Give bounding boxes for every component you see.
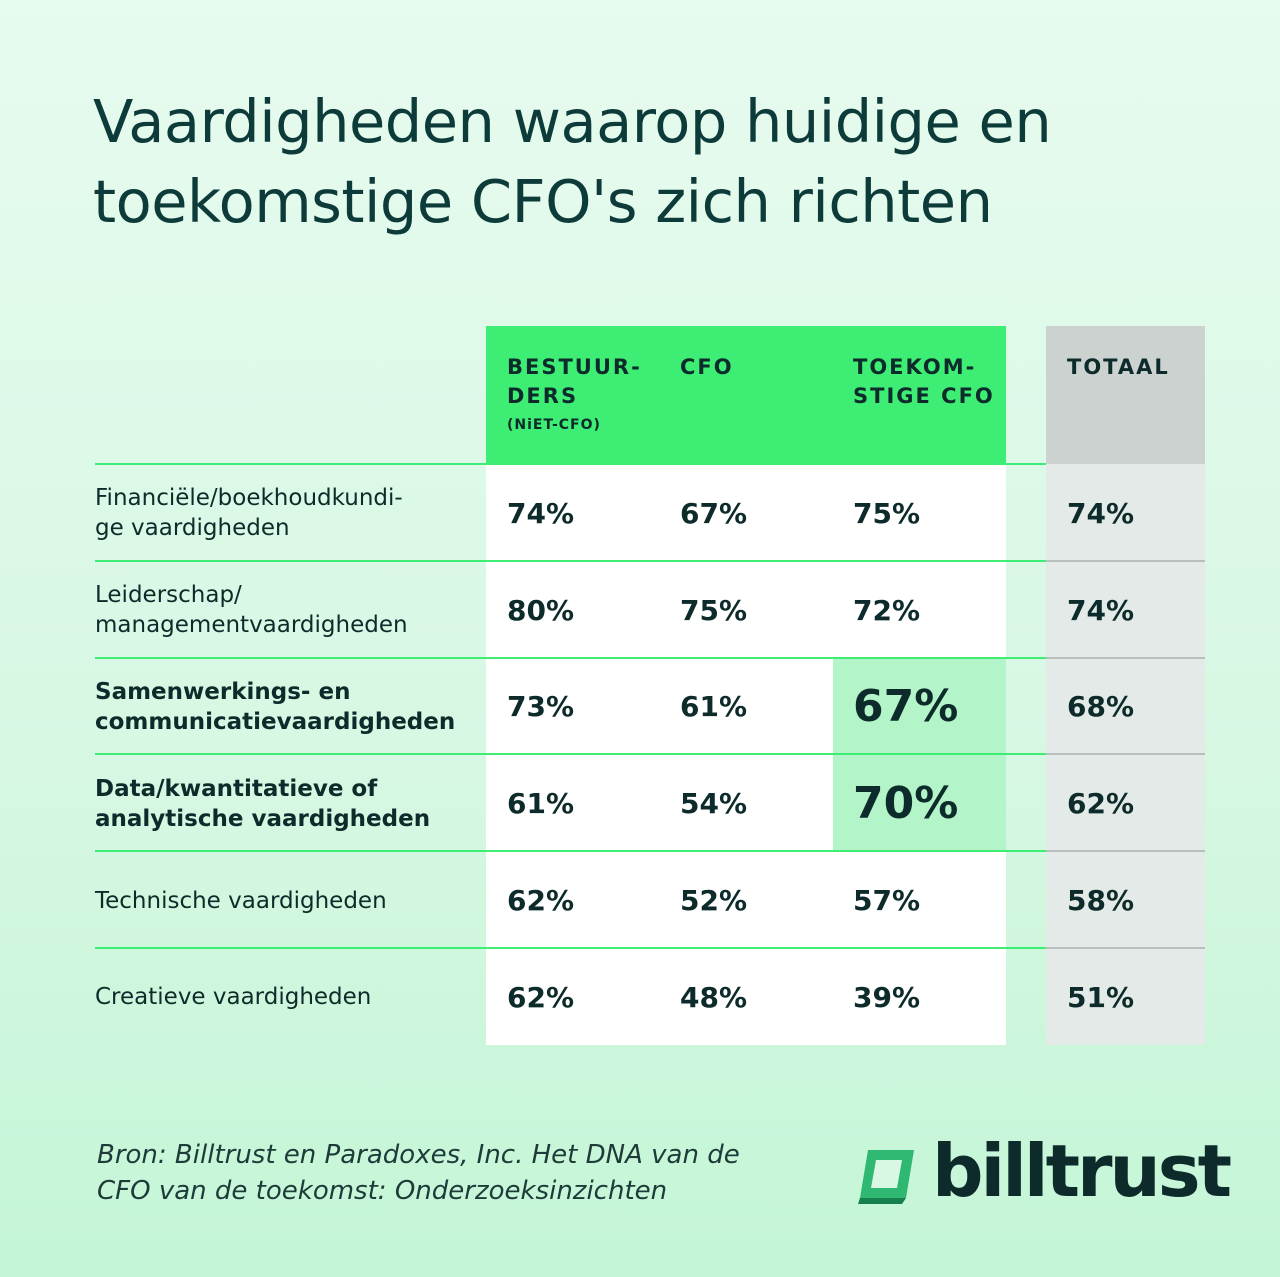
row-separator-total <box>1046 850 1205 852</box>
row-label: Technische vaardigheden <box>95 852 465 949</box>
column-header-label: TOTAAL <box>1067 355 1170 379</box>
table-cell: 73% <box>507 690 575 724</box>
table-cell: 58% <box>1067 884 1135 918</box>
row-label-text: Technische vaardigheden <box>95 887 387 914</box>
row-label-text: Leiderschap/ managementvaardigheden <box>95 582 408 639</box>
table-cell: 74% <box>1067 593 1135 627</box>
source-note: Bron: Billtrust en Paradoxes, Inc. Het D… <box>97 1137 777 1209</box>
table-cell: 61% <box>507 787 575 821</box>
column-header-label: BESTUUR- DERS <box>507 355 642 408</box>
table-cell: 39% <box>853 980 921 1014</box>
column-header-sublabel: (NiET-CFO) <box>507 417 601 433</box>
table-cell: 67% <box>853 681 959 733</box>
table-cell: 75% <box>680 593 748 627</box>
row-separator <box>95 463 1046 465</box>
table-cell: 62% <box>507 980 575 1014</box>
row-label: Leiderschap/ managementvaardigheden <box>95 562 465 659</box>
table-cell: 67% <box>680 496 748 530</box>
row-separator <box>95 657 1046 659</box>
highlight-cell-bg <box>833 755 1006 853</box>
billtrust-logo: billtrust <box>858 1128 1232 1218</box>
table-cell: 68% <box>1067 690 1135 724</box>
table-cell: 74% <box>1067 496 1135 530</box>
row-label-text: Financiële/boekhoudkundi- ge vaardighede… <box>95 485 403 542</box>
table-cell: 72% <box>853 593 921 627</box>
table-cell: 57% <box>853 884 921 918</box>
table-cell: 52% <box>680 884 748 918</box>
column-header: CFO <box>680 353 734 382</box>
billtrust-logo-icon <box>858 1150 914 1204</box>
row-separator <box>95 753 1046 755</box>
row-separator-total <box>1046 753 1205 755</box>
table-cell: 62% <box>1067 787 1135 821</box>
page-title: Vaardigheden waarop huidige en toekomsti… <box>93 82 1193 242</box>
table-cell: 75% <box>853 496 921 530</box>
row-separator <box>95 560 1046 562</box>
row-label-text: Samenwerkings- en communicatievaardighed… <box>95 678 456 735</box>
row-label: Creatieve vaardigheden <box>95 949 465 1046</box>
table-cell: 62% <box>507 884 575 918</box>
source-line-2: CFO van de toekomst: Onderzoeksinzichten <box>97 1176 668 1206</box>
row-label: Samenwerkings- en communicatievaardighed… <box>95 659 465 756</box>
column-header: TOEKOM- STIGE CFO <box>853 353 995 411</box>
table-cell: 54% <box>680 787 748 821</box>
table-cell: 61% <box>680 690 748 724</box>
total-header-background <box>1046 326 1205 464</box>
row-separator <box>95 850 1046 852</box>
table-cell: 74% <box>507 496 575 530</box>
column-header: TOTAAL <box>1067 353 1170 382</box>
title-line-2: toekomstige CFO's zich richten <box>93 167 993 236</box>
table-cell: 70% <box>853 778 959 830</box>
column-header: BESTUUR- DERS (NiET-CFO) <box>507 353 642 433</box>
table-cell: 80% <box>507 593 575 627</box>
table-cell: 48% <box>680 980 748 1014</box>
skills-table: BESTUUR- DERS (NiET-CFO) CFO TOEKOM- STIGE … <box>95 326 1205 1046</box>
row-label-text: Data/kwantitatieve of analytische vaardi… <box>95 775 431 832</box>
table-cell: 51% <box>1067 980 1135 1014</box>
row-separator-total <box>1046 560 1205 562</box>
row-separator-total <box>1046 657 1205 659</box>
title-line-1: Vaardigheden waarop huidige en <box>93 87 1052 156</box>
logo-wordmark: billtrust <box>932 1129 1232 1213</box>
row-label: Financiële/boekhoudkundi- ge vaardighede… <box>95 465 465 562</box>
row-separator <box>95 947 1046 949</box>
column-header-label: CFO <box>680 355 734 379</box>
source-line-1: Bron: Billtrust en Paradoxes, Inc. Het D… <box>97 1140 740 1170</box>
row-label-text: Creatieve vaardigheden <box>95 984 372 1011</box>
header-background <box>486 326 1006 464</box>
highlight-cell-bg <box>833 658 1006 756</box>
row-separator-total <box>1046 947 1205 949</box>
row-label: Data/kwantitatieve of analytische vaardi… <box>95 755 465 852</box>
column-header-label: TOEKOM- STIGE CFO <box>853 355 995 408</box>
